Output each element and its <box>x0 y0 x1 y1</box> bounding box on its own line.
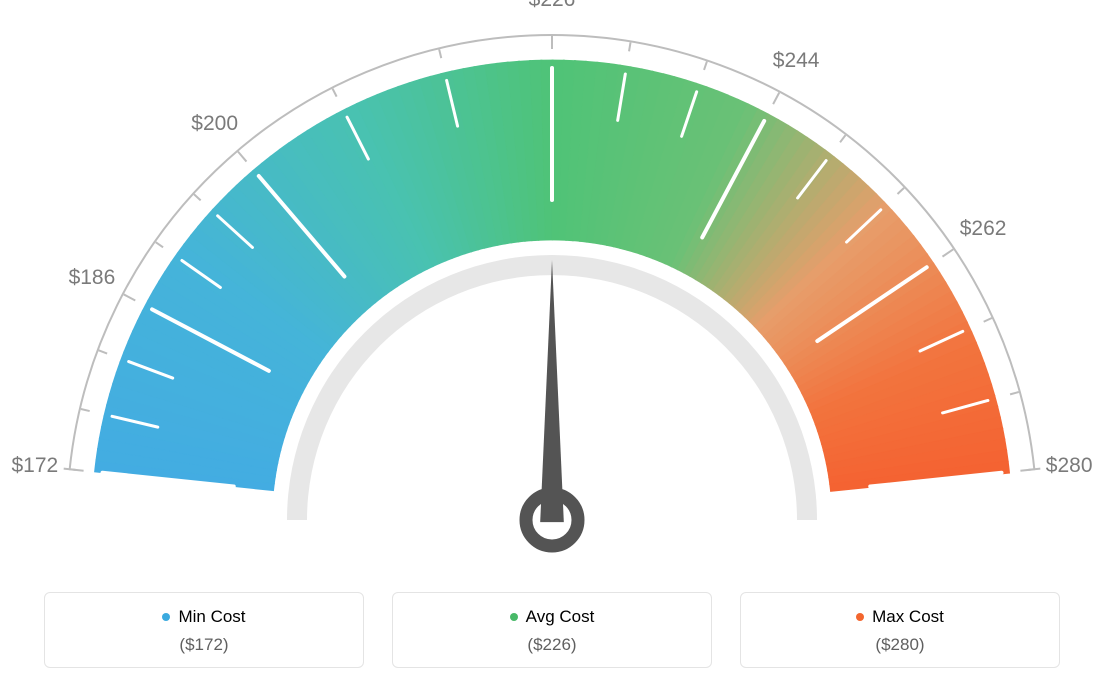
legend-label-avg: Avg Cost <box>526 607 595 627</box>
gauge-tick-label: $226 <box>529 0 576 12</box>
dot-icon <box>856 613 864 621</box>
gauge-tick-label: $262 <box>960 217 1007 241</box>
gauge-svg <box>0 0 1104 560</box>
legend-card-max: Max Cost ($280) <box>740 592 1060 668</box>
legend-card-avg: Avg Cost ($226) <box>392 592 712 668</box>
gauge-area: $172 $186 $200 $226 $244 $262 $280 <box>0 0 1104 560</box>
gauge-tick-label: $172 <box>11 454 58 478</box>
legend-label-max: Max Cost <box>872 607 944 627</box>
gauge-tick-label: $280 <box>1046 454 1093 478</box>
legend-title-max: Max Cost <box>856 607 944 627</box>
legend-title-avg: Avg Cost <box>510 607 595 627</box>
dot-icon <box>162 613 170 621</box>
gauge-tick-label: $244 <box>773 49 820 73</box>
legend-value-min: ($172) <box>55 635 353 655</box>
legend-value-avg: ($226) <box>403 635 701 655</box>
legend-value-max: ($280) <box>751 635 1049 655</box>
gauge-tick-label: $200 <box>191 112 238 136</box>
legend-title-min: Min Cost <box>162 607 245 627</box>
gauge-tick-label: $186 <box>69 266 116 290</box>
legend-label-min: Min Cost <box>178 607 245 627</box>
gauge-chart-container: $172 $186 $200 $226 $244 $262 $280 Min Cost ($… <box>0 0 1104 690</box>
legend-row: Min Cost ($172) Avg Cost ($226) Max Cost… <box>0 592 1104 668</box>
dot-icon <box>510 613 518 621</box>
legend-card-min: Min Cost ($172) <box>44 592 364 668</box>
